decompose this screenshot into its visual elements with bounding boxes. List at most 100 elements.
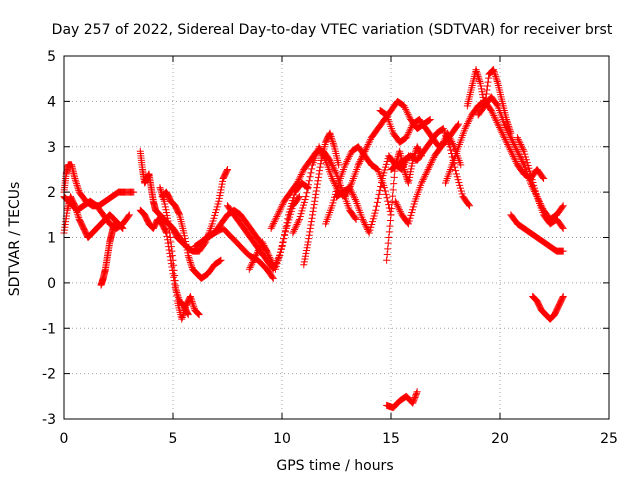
data-point — [246, 264, 254, 272]
data-point — [351, 195, 359, 203]
data-point — [348, 189, 356, 197]
data-point — [512, 144, 520, 152]
data-point — [267, 224, 275, 232]
data-point — [395, 149, 403, 157]
data-point — [407, 211, 415, 219]
data-point — [276, 206, 284, 214]
series-trace-11 — [202, 224, 277, 282]
data-point — [494, 120, 502, 128]
data-point — [505, 144, 513, 152]
data-point — [362, 222, 370, 230]
data-point — [166, 229, 174, 237]
data-point — [523, 159, 531, 167]
data-point — [539, 173, 547, 181]
data-point — [373, 198, 381, 206]
data-point — [310, 204, 318, 212]
data-point — [249, 257, 257, 265]
data-point — [167, 238, 175, 246]
data-point — [254, 247, 262, 255]
data-point — [454, 176, 462, 184]
data-point — [178, 313, 186, 321]
data-point — [187, 260, 195, 268]
data-point — [382, 110, 390, 118]
data-point — [313, 180, 321, 188]
data-point — [178, 315, 186, 323]
data-point — [493, 76, 501, 84]
data-point — [436, 144, 444, 152]
data-point — [517, 154, 525, 162]
data-point — [75, 214, 83, 222]
data-point — [559, 292, 567, 300]
data-point — [359, 217, 367, 225]
data-point — [520, 147, 528, 155]
data-point — [526, 167, 534, 175]
data-point — [400, 102, 408, 110]
data-point — [277, 204, 285, 212]
data-point — [284, 215, 292, 223]
data-point — [280, 231, 288, 239]
data-point — [278, 243, 286, 251]
data-point — [315, 170, 323, 178]
data-point — [484, 78, 492, 86]
data-point — [273, 213, 281, 221]
data-point — [379, 172, 387, 180]
data-point — [388, 205, 396, 213]
data-point — [332, 168, 340, 176]
data-point — [180, 232, 188, 240]
data-point — [532, 190, 540, 198]
data-point — [389, 186, 397, 194]
data-point — [298, 169, 306, 177]
data-point — [194, 309, 202, 317]
data-point — [186, 292, 194, 300]
data-point — [528, 176, 536, 184]
data-point — [327, 133, 335, 141]
data-point — [247, 262, 255, 270]
data-point — [391, 197, 399, 205]
data-point — [303, 189, 311, 197]
data-point — [488, 108, 496, 116]
data-point — [329, 138, 337, 146]
data-point — [447, 136, 455, 144]
data-point — [380, 184, 388, 192]
data-point — [189, 301, 197, 309]
data-point — [403, 132, 411, 140]
data-point — [407, 165, 415, 173]
data-point — [300, 258, 308, 266]
data-point — [329, 176, 337, 184]
data-point — [219, 177, 227, 185]
data-point — [522, 153, 530, 161]
data-point — [437, 143, 445, 151]
data-point — [396, 207, 404, 215]
data-point — [209, 217, 217, 225]
data-point — [164, 214, 172, 222]
data-point — [285, 208, 293, 216]
data-point — [184, 310, 192, 318]
data-point — [509, 152, 517, 160]
data-point — [218, 183, 226, 191]
data-point — [310, 201, 318, 209]
data-point — [261, 243, 269, 251]
data-point — [347, 187, 355, 195]
data-point — [275, 254, 283, 262]
data-point — [170, 273, 178, 281]
data-point — [509, 137, 517, 145]
data-point — [514, 135, 522, 143]
data-point — [388, 198, 396, 206]
data-point — [444, 129, 452, 137]
data-point — [287, 202, 295, 210]
data-point — [355, 159, 363, 167]
data-point — [503, 139, 511, 147]
data-point — [251, 253, 259, 261]
data-point — [328, 202, 336, 210]
data-point — [373, 165, 381, 173]
data-point — [447, 146, 455, 154]
data-point — [401, 169, 409, 177]
data-point — [269, 221, 277, 229]
data-point — [171, 277, 179, 285]
data-point — [305, 235, 313, 243]
data-point — [408, 162, 416, 170]
data-point — [260, 241, 268, 249]
data-point — [531, 184, 539, 192]
data-point — [304, 181, 312, 189]
series-trace-4 — [97, 220, 118, 289]
